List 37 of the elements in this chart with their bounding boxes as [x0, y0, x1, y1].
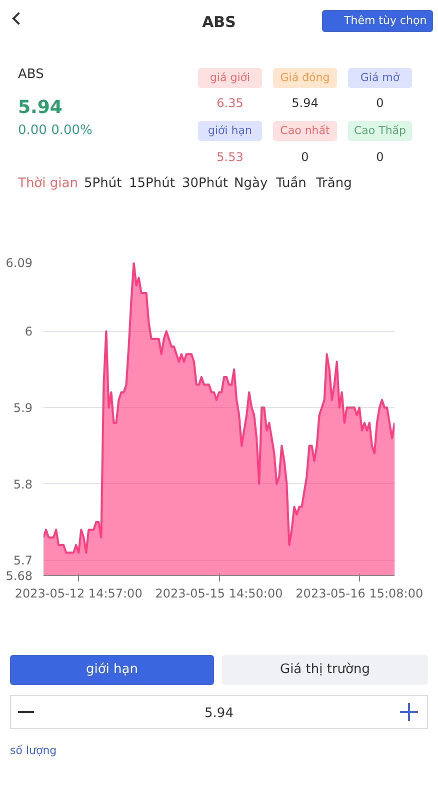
text: 5.53: [216, 149, 244, 166]
text: Thời gian: [18, 175, 78, 193]
x-tick-label: 2023-05-15 14:50:00: [155, 586, 283, 600]
text: 5.94: [290, 95, 320, 112]
text: 0.00 0.00%: [18, 122, 92, 140]
text: Cao nhất: [273, 121, 337, 141]
text: Thêm tùy chọn: [322, 10, 433, 32]
text: Trăng: [316, 175, 352, 193]
text: giới hạn: [10, 655, 214, 685]
x-tick-label: 2023-05-12 14:57:00: [14, 586, 142, 600]
text: 5.94: [18, 96, 62, 120]
y-tick-label: 5.8: [13, 477, 33, 492]
y-tick-label: 5.7: [13, 554, 33, 568]
text: 0: [375, 95, 385, 112]
text: 6.35: [216, 95, 244, 112]
text: 30Phút: [182, 175, 228, 193]
text: ABS: [18, 66, 44, 84]
text: 15Phút: [129, 175, 175, 193]
text: 5Phút: [84, 175, 122, 193]
text: Giá thị trường: [222, 655, 428, 685]
text: giá giới: [198, 68, 262, 88]
text: Tuần: [276, 175, 306, 193]
y-tick-label: 5.68: [6, 569, 32, 583]
y-tick-label: 6: [24, 324, 33, 339]
text: 0: [375, 149, 385, 166]
text: Ngày: [234, 175, 268, 193]
y-tick-label: 6.09: [6, 256, 32, 270]
text: 5.94: [204, 705, 234, 723]
chart-title: ABS: [202, 13, 236, 31]
text: Giá mở: [348, 68, 412, 88]
text: Cao Thấp: [348, 121, 412, 141]
x-tick-label: 2023-05-16 15:08:00: [296, 586, 424, 600]
text: số lượng: [10, 743, 57, 759]
y-tick-label: 5.9: [13, 401, 33, 416]
text: giới hạn: [198, 121, 262, 141]
text: Giá đóng: [273, 68, 337, 88]
text: 0: [300, 149, 310, 166]
